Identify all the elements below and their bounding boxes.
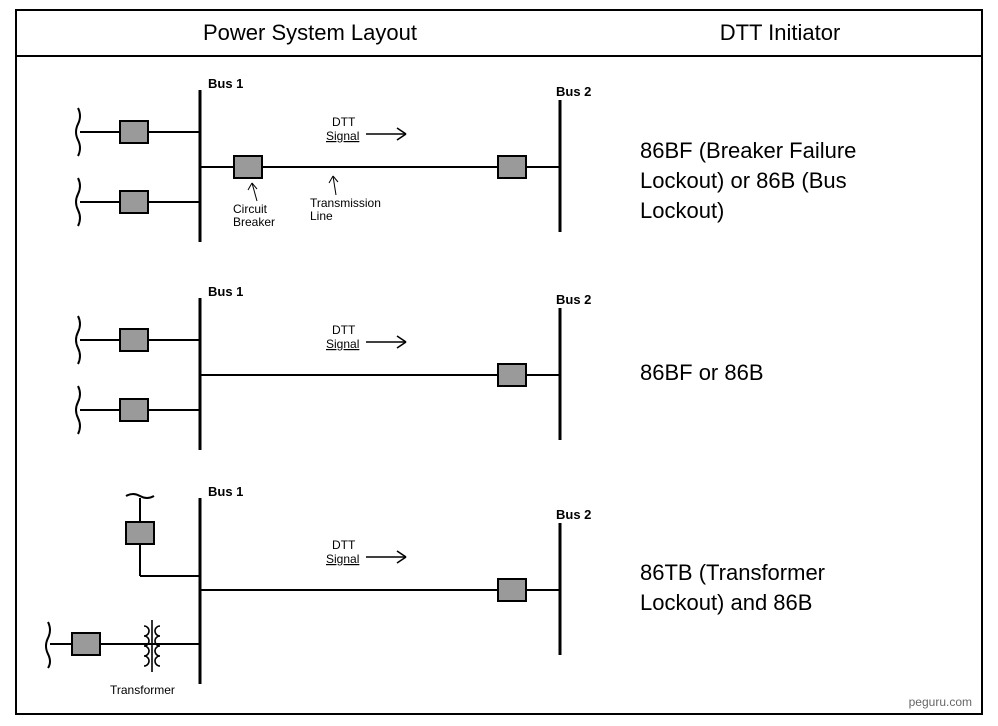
diagram-frame: Power System Layout DTT Initiator Bus 1 … [0,0,998,726]
cb-l2: Breaker [233,215,275,229]
tx-l2: Line [310,209,333,223]
gen-wave-icon [46,622,50,668]
bus1-label: Bus 1 [208,484,243,499]
transformer-icon [144,620,160,672]
watermark: peguru.com [909,695,972,709]
breaker-icon [498,579,526,601]
breaker-icon [126,522,154,544]
transformer-branch: Transformer [46,620,200,697]
arrow-up-icon [329,176,338,195]
bus2-label: Bus 2 [556,292,591,307]
initiator-text: 86BF or 86B [640,360,764,385]
breaker-icon [498,364,526,386]
arrow-right-icon [366,128,406,140]
transformer-label: Transformer [110,683,175,697]
breaker-icon [120,121,148,143]
gen-branch-top [76,316,200,364]
bus2-label: Bus 2 [556,507,591,522]
row-3: Bus 1 Transformer Bus 2 DTT Signal [46,484,831,697]
gen-wave-icon [76,108,80,156]
breaker-icon [498,156,526,178]
breaker-icon [72,633,100,655]
dtt-label: DTT [332,323,356,337]
bus1-label: Bus 1 [208,284,243,299]
arrow-right-icon [366,551,406,563]
gen-branch-bottom [76,386,200,434]
diagram-svg: Power System Layout DTT Initiator Bus 1 … [0,0,998,726]
initiator-text: 86TB (Transformer Lockout) and 86B [640,560,831,615]
signal-label: Signal [326,552,359,566]
cb-l1: Circuit [233,202,268,216]
gen-branch-vertical [126,494,200,576]
dtt-label: DTT [332,115,356,129]
header-left: Power System Layout [203,20,417,45]
bus1-label: Bus 1 [208,76,243,91]
arrow-right-icon [366,336,406,348]
dtt-label: DTT [332,538,356,552]
row-2: Bus 1 Bus 2 DTT Signal 86BF or 86B [76,284,764,450]
breaker-icon [120,191,148,213]
breaker-icon [234,156,262,178]
breaker-icon [120,399,148,421]
gen-wave-icon [76,178,80,226]
header-right: DTT Initiator [720,20,841,45]
gen-wave-icon [76,386,80,434]
signal-label: Signal [326,129,359,143]
gen-branch-bottom [76,178,200,226]
signal-label: Signal [326,337,359,351]
tx-l1: Transmission [310,196,381,210]
gen-wave-icon [126,494,154,498]
breaker-icon [120,329,148,351]
gen-branch-top [76,108,200,156]
bus2-label: Bus 2 [556,84,591,99]
arrow-up-icon [248,183,257,201]
initiator-text: 86BF (Breaker Failure Lockout) or 86B (B… [640,138,863,223]
outer-border [16,10,982,714]
gen-wave-icon [76,316,80,364]
row-1: Bus 1 Bus 2 DTT Signal [76,76,863,242]
